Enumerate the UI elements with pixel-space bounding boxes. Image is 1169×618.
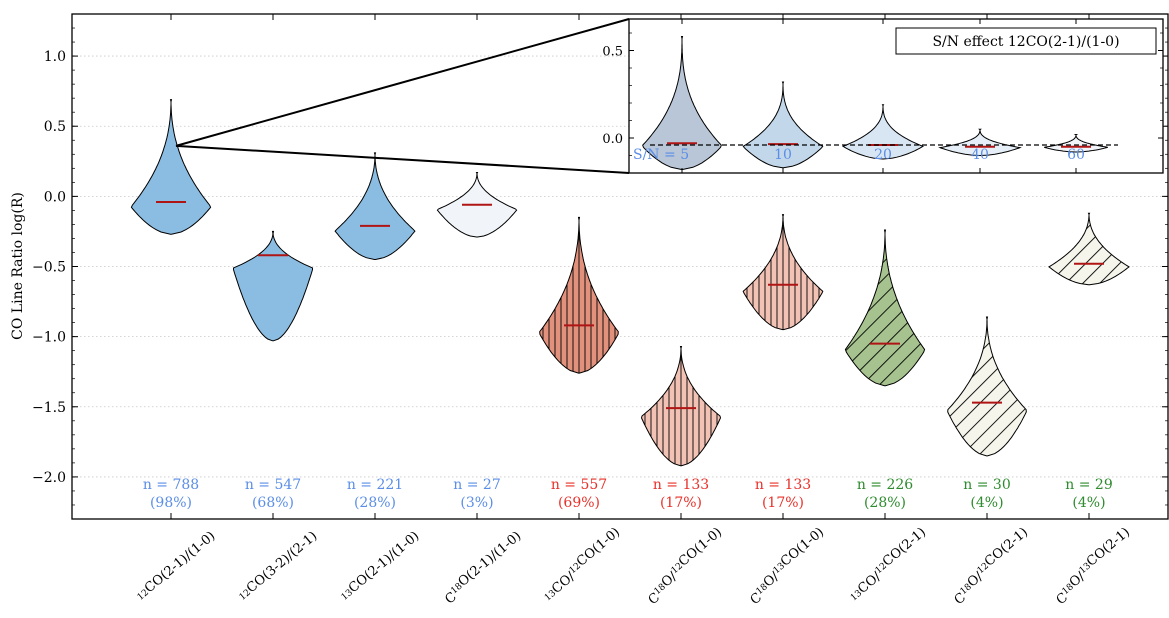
category-label-group: C18O/13CO(2-1) — [1047, 525, 1139, 608]
violin — [742, 214, 824, 331]
category-label-group: C18O/12CO(2-1) — [945, 525, 1037, 608]
inset-title-frame — [895, 27, 1157, 55]
count-label: n = 133 — [653, 477, 709, 493]
sample-counts: n = 788 (98%) n = 547 (68%) n = 221 (28%) n = … — [143, 477, 1113, 511]
inset-sn-label: 40 — [971, 147, 989, 163]
category-label: C18O/13CO(1-0) — [741, 525, 833, 608]
category-label-group: C18O/13CO(1-0) — [741, 525, 833, 608]
inset-title-box: S/N effect 12CO(2-1)/(1-0) — [895, 27, 1157, 55]
inset-title: S/N effect 12CO(2-1)/(1-0) — [932, 34, 1119, 50]
y-tick-label: 0.0 — [44, 189, 66, 205]
y-tick-label: −1.5 — [32, 400, 66, 416]
count-label: n = 788 — [143, 477, 199, 493]
violin-hatch — [845, 230, 925, 386]
percent-label: (28%) — [354, 495, 396, 511]
inset-sn-label: S/N = 5 — [633, 147, 689, 163]
violin — [947, 316, 1027, 457]
violin-body — [334, 152, 416, 260]
count-label: n = 557 — [551, 477, 607, 493]
category-label-group: 12CO(3-2)/(2-1) — [235, 529, 321, 604]
inset-chart: 0.0 0.5 S/N = 5 10 20 40 60 S/N effect 12CO(2-1… — [602, 18, 1164, 174]
inset-sn-label: 10 — [774, 147, 792, 163]
violins — [130, 99, 1130, 467]
inset-y-tick-label: 0.5 — [602, 45, 623, 60]
category-label-group: 13CO(2-1)/(1-0) — [337, 529, 423, 604]
category-label: 13CO/12CO(2-1) — [843, 525, 932, 604]
violin — [436, 172, 518, 238]
violin — [844, 229, 926, 387]
percent-label: (3%) — [460, 495, 493, 511]
category-label: C18O/12CO(2-1) — [945, 525, 1037, 608]
percent-label: (69%) — [558, 495, 600, 511]
percent-label: (98%) — [150, 495, 192, 511]
violin — [539, 216, 619, 374]
violin-hatch — [743, 214, 823, 330]
percent-label: (17%) — [660, 495, 702, 511]
violin — [233, 230, 313, 342]
category-label-group: 13CO/12CO(1-0) — [537, 525, 626, 604]
inset-y-tick-label: 0.0 — [602, 132, 623, 147]
violin-body — [130, 99, 212, 235]
percent-label: (4%) — [970, 495, 1003, 511]
count-label: n = 30 — [963, 477, 1010, 493]
count-label: n = 221 — [347, 477, 403, 493]
violin — [1048, 212, 1130, 286]
violin-hatch — [539, 217, 619, 374]
count-label: n = 27 — [453, 477, 500, 493]
category-label-group: 12CO(2-1)/(1-0) — [133, 529, 219, 604]
percent-label: (28%) — [864, 495, 906, 511]
violin-body — [233, 230, 313, 342]
y-tick-label: 1.0 — [44, 49, 66, 65]
violin-hatch — [947, 317, 1027, 456]
category-label: C18O/12CO(1-0) — [639, 525, 731, 608]
y-tick-label: −0.5 — [32, 260, 66, 276]
count-label: n = 226 — [857, 477, 913, 493]
y-axis-label: CO Line Ratio log(R) — [10, 192, 26, 340]
category-label: C18O/13CO(2-1) — [1047, 525, 1139, 608]
zoom-line-top — [175, 18, 630, 147]
count-label: n = 29 — [1065, 477, 1112, 493]
zoom-lines — [175, 18, 630, 174]
violin — [640, 346, 722, 467]
percent-label: (68%) — [252, 495, 294, 511]
violin-hatch — [1049, 213, 1129, 285]
percent-label: (4%) — [1072, 495, 1105, 511]
category-labels: 12CO(2-1)/(1-0) 12CO(3-2)/(2-1) 13CO(2-1)/… — [133, 525, 1139, 608]
inset-sn-label: 60 — [1067, 147, 1085, 163]
category-label: 13CO/12CO(1-0) — [537, 525, 626, 604]
category-label-group: 13CO/12CO(2-1) — [843, 525, 932, 604]
y-tick-label: −2.0 — [32, 470, 66, 486]
category-label: 12CO(2-1)/(1-0) — [133, 529, 218, 604]
inset-violin — [742, 81, 824, 169]
y-tick-label: 0.5 — [44, 119, 66, 135]
axes: −2.0 −1.5 −1.0 −0.5 0.0 0.5 1.0 — [32, 14, 1168, 519]
category-label: C18O(2-1)/(1-0) — [439, 529, 527, 608]
violin — [130, 99, 212, 235]
zoom-line-bottom — [175, 144, 630, 174]
inset-violin — [938, 128, 1022, 156]
category-label-group: C18O/12CO(1-0) — [639, 525, 731, 608]
violin — [334, 152, 416, 260]
violin-hatch — [641, 346, 721, 466]
inset-sn-label: 20 — [874, 147, 892, 163]
category-label: 13CO(2-1)/(1-0) — [337, 529, 422, 604]
inset-violin — [1044, 134, 1108, 153]
y-tick-label: −1.0 — [32, 330, 66, 346]
count-label: n = 133 — [755, 477, 811, 493]
count-label: n = 547 — [245, 477, 301, 493]
percent-label: (17%) — [762, 495, 804, 511]
category-label-group: C18O(2-1)/(1-0) — [439, 529, 527, 608]
category-label: 12CO(3-2)/(2-1) — [235, 529, 320, 604]
